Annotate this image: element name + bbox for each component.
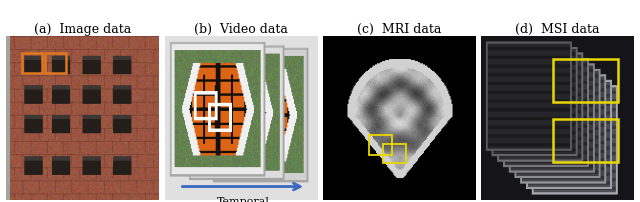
Bar [22, 53, 42, 73]
Bar [553, 119, 618, 162]
Title: (a)  Image data: (a) Image data [34, 23, 131, 36]
Bar [369, 135, 392, 155]
Bar [383, 144, 406, 163]
Title: (c)  MRI data: (c) MRI data [357, 23, 442, 36]
Title: (d)  MSI data: (d) MSI data [515, 23, 600, 36]
Text: Temporal: Temporal [217, 197, 269, 202]
Bar [553, 59, 618, 102]
Title: (b)  Video data: (b) Video data [194, 23, 288, 36]
Bar [45, 53, 66, 73]
